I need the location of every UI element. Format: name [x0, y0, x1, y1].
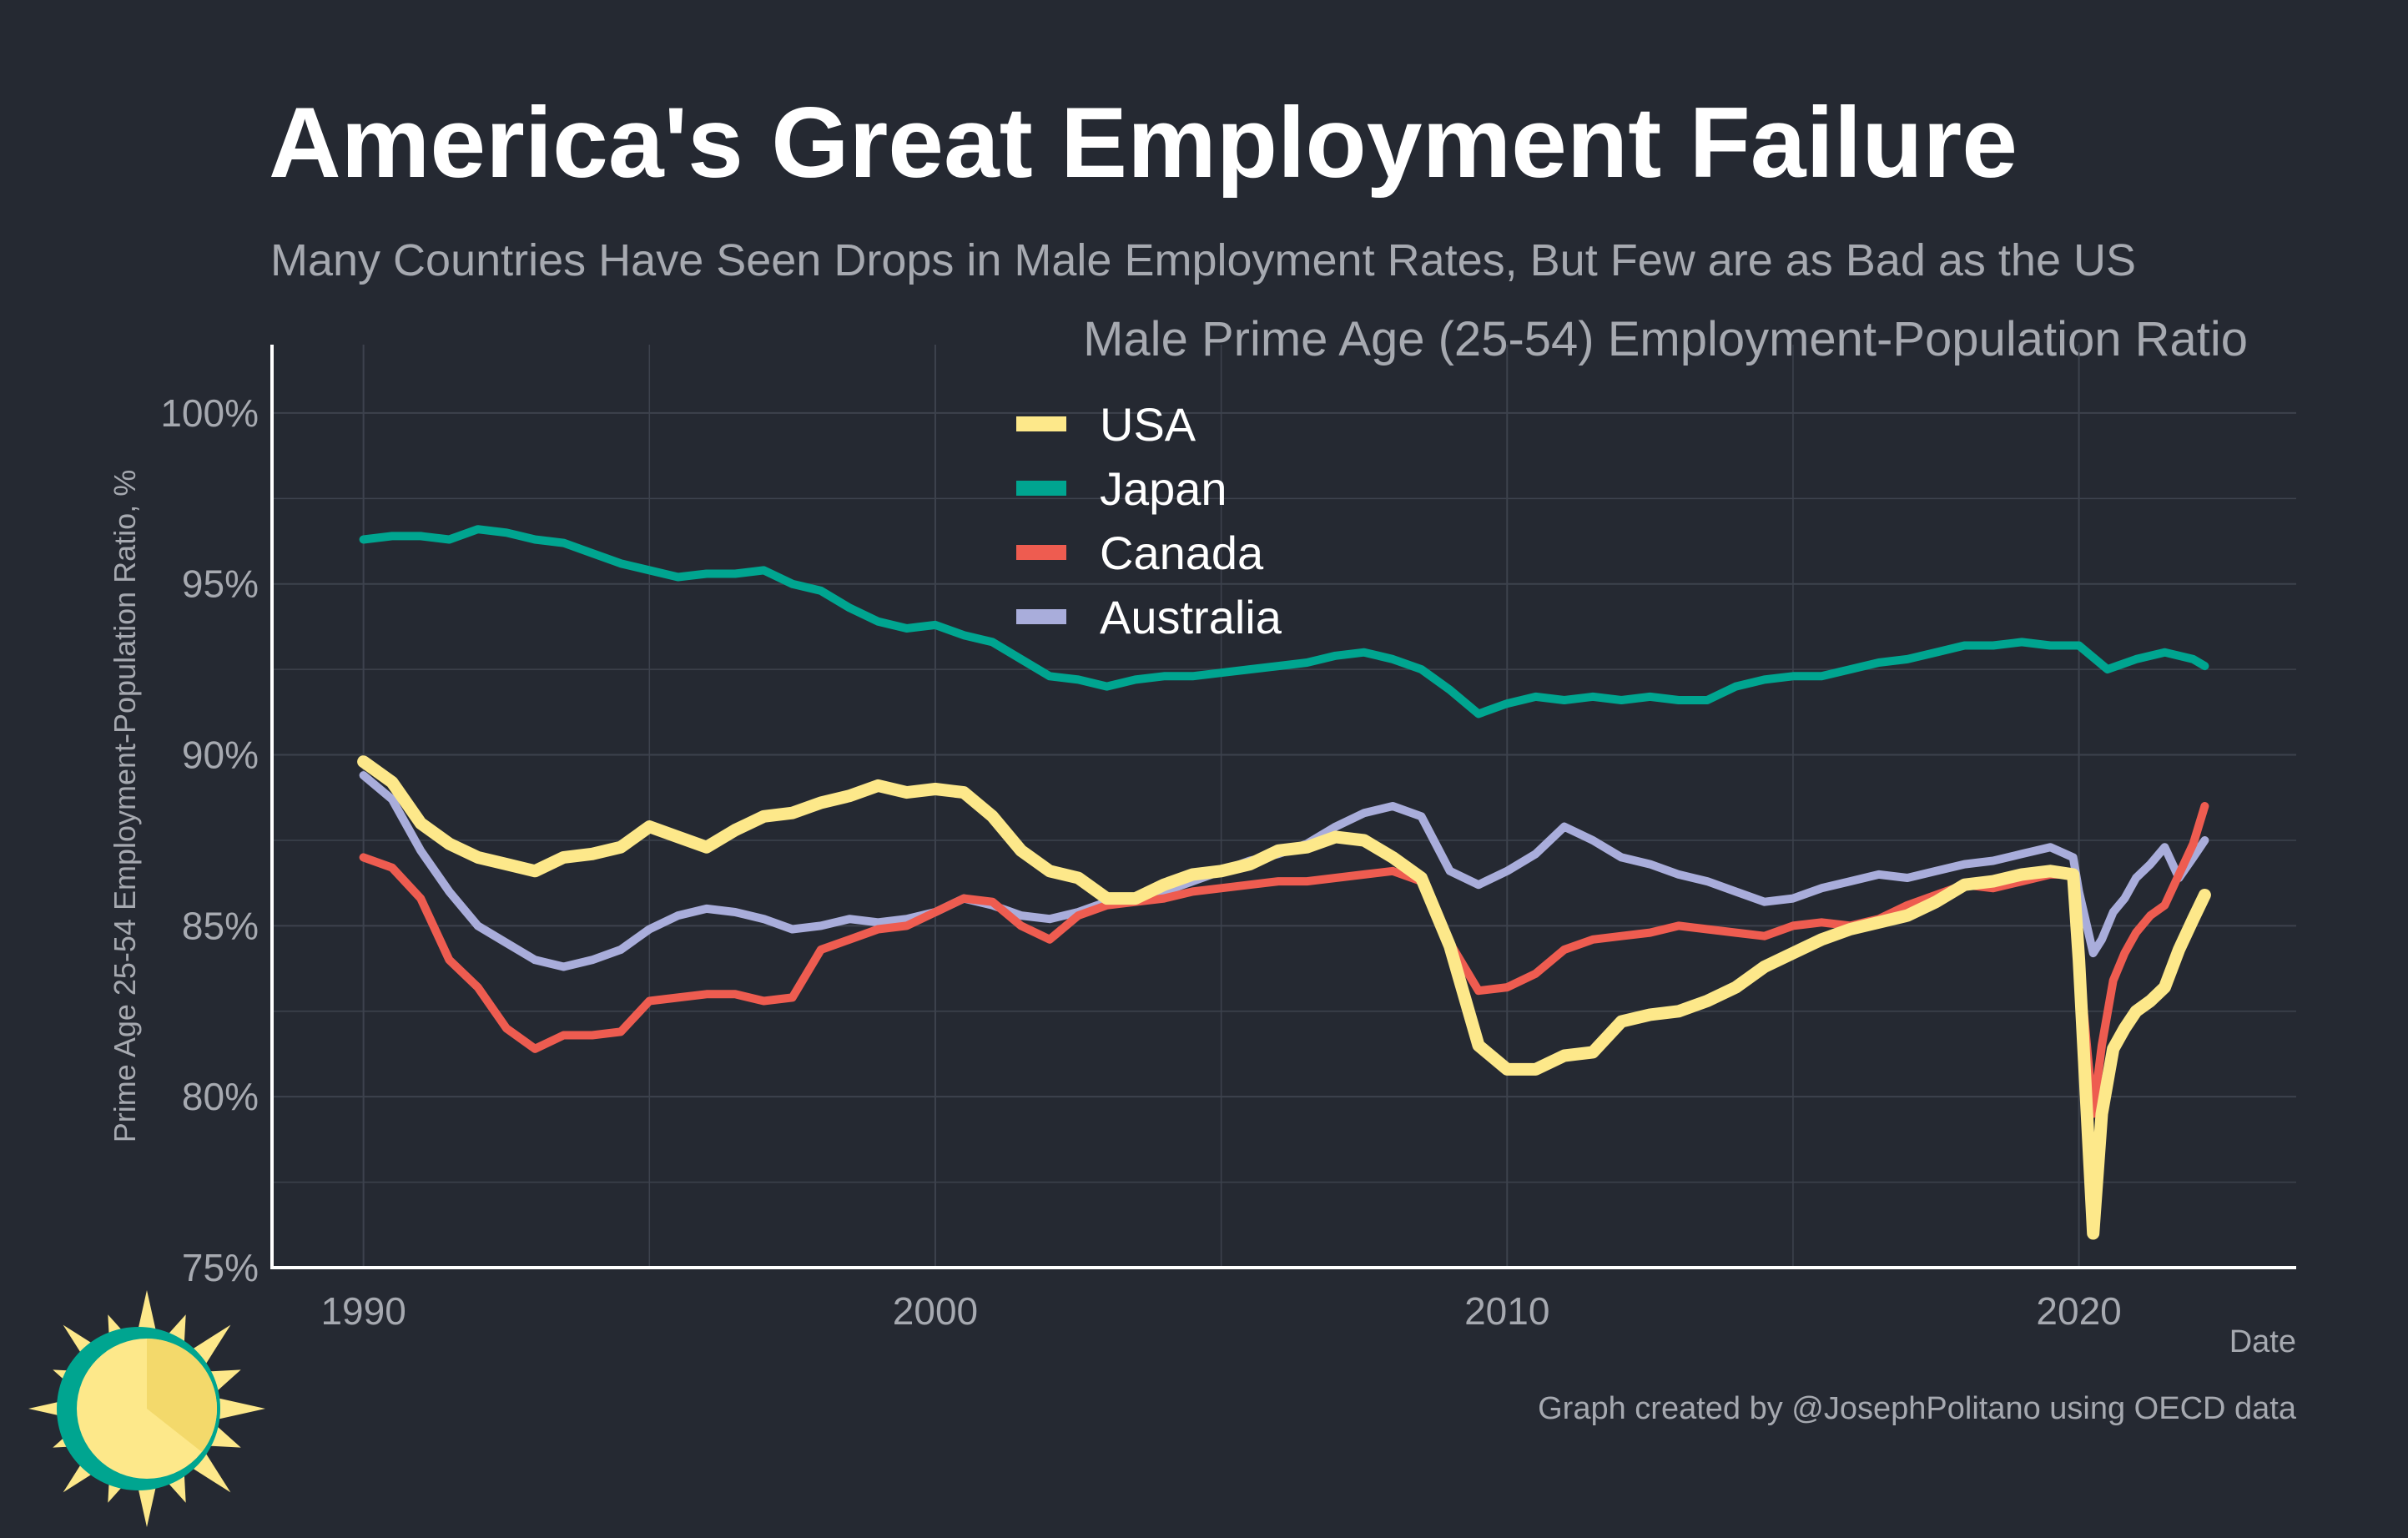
legend-swatch-canada [1016, 545, 1066, 560]
y-tick-label: 80% [182, 1075, 259, 1118]
series-line-japan [359, 525, 2209, 719]
legend-swatch-japan [1016, 481, 1066, 496]
x-tick-label: 2020 [2036, 1289, 2121, 1333]
y-tick-label: 85% [182, 904, 259, 947]
chart-title: America's Great Employment Failure [269, 87, 2018, 199]
x-axis-label: Date [2229, 1324, 2296, 1359]
caption: Graph created by @JosephPolitano using O… [1538, 1391, 2297, 1426]
x-tick-label: 2000 [893, 1289, 978, 1333]
series-line-australia [359, 771, 2209, 971]
y-tick-label: 100% [160, 391, 259, 435]
legend-label-canada: Canada [1100, 527, 1264, 579]
y-axis-label: Prime Age 25-54 Employment-Population Ra… [108, 470, 142, 1142]
legend-swatch-australia [1016, 609, 1066, 624]
legend-label-australia: Australia [1100, 591, 1282, 643]
legend-label-usa: USA [1100, 398, 1196, 451]
grid [272, 345, 2296, 1268]
x-tick-label: 2010 [1464, 1289, 1549, 1333]
legend-label-japan: Japan [1100, 462, 1227, 515]
panel-title: Male Prime Age (25-54) Employment-Popula… [1083, 312, 2248, 366]
legend-swatch-usa [1016, 416, 1066, 431]
x-tick-labels: 1990 2000 2010 2020 [320, 1289, 2121, 1333]
series-line-usa [357, 755, 2211, 1240]
legend: USA Japan Canada Australia [1016, 398, 1282, 643]
series-lines [357, 525, 2211, 1240]
y-tick-labels: 75% 80% 85% 90% 95% 100% [160, 391, 259, 1289]
y-tick-label: 90% [182, 734, 259, 777]
x-tick-label: 1990 [320, 1289, 406, 1333]
y-tick-label: 95% [182, 562, 259, 606]
y-tick-label: 75% [182, 1246, 259, 1289]
chart-subtitle: Many Countries Have Seen Drops in Male E… [270, 235, 2136, 285]
sun-logo-icon [28, 1290, 265, 1527]
axes [270, 345, 2296, 1269]
